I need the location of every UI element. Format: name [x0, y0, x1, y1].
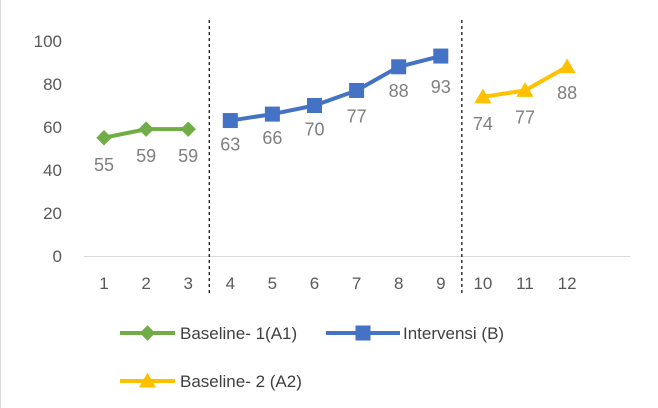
- data-label: 74: [473, 114, 493, 134]
- triangle-marker: [474, 88, 492, 104]
- legend: Baseline- 1(A1) Intervensi (B) Baseline- 2…: [120, 324, 504, 391]
- data-label: 77: [347, 106, 367, 126]
- x-tick-label: 9: [436, 274, 445, 293]
- data-label: 66: [262, 128, 282, 148]
- legend-entry-0: Baseline- 1(A1): [120, 324, 297, 343]
- legend-entry-2: Baseline- 2 (A2): [120, 372, 302, 391]
- diamond-marker: [180, 121, 196, 137]
- x-tick-label: 12: [558, 274, 577, 293]
- x-tick-label: 6: [310, 274, 319, 293]
- data-label: 59: [136, 146, 156, 166]
- square-marker: [307, 98, 322, 113]
- x-tick-label: 10: [473, 274, 492, 293]
- square-marker: [355, 325, 371, 341]
- square-marker: [264, 106, 280, 122]
- legend-label: Baseline- 2 (A2): [180, 372, 302, 391]
- phase-dividers: [208, 20, 463, 295]
- data-label: 77: [515, 107, 535, 127]
- triangle-marker: [138, 372, 157, 388]
- legend-label: Baseline- 1(A1): [180, 324, 297, 343]
- x-tick-label: 8: [394, 274, 403, 293]
- data-label: 55: [94, 155, 114, 175]
- x-tick-label: 4: [226, 274, 235, 293]
- series-2: 74 77 88: [473, 58, 577, 134]
- y-tick-label: 0: [53, 247, 62, 266]
- x-tick-label: 7: [352, 274, 361, 293]
- square-marker: [222, 113, 238, 129]
- series-line: [228, 54, 443, 123]
- legend-label: Intervensi (B): [403, 324, 504, 343]
- x-tick-label: 1: [99, 274, 108, 293]
- x-tick-label: 2: [141, 274, 150, 293]
- data-label: 88: [389, 81, 409, 101]
- triangle-marker: [516, 82, 534, 97]
- x-tick-label: 5: [268, 274, 277, 293]
- triangle-marker: [558, 58, 576, 74]
- series-0: 55 59 59: [94, 121, 198, 175]
- legend-entry-1: Intervensi (B): [326, 324, 504, 343]
- x-tick-label: 3: [183, 274, 192, 293]
- diamond-marker: [139, 325, 156, 341]
- diamond-marker: [138, 121, 154, 137]
- data-label: 63: [220, 135, 240, 155]
- data-label: 88: [557, 83, 577, 103]
- y-tick-label: 60: [43, 118, 62, 137]
- square-marker: [433, 48, 449, 64]
- square-marker: [391, 59, 407, 75]
- series-1: 63 66 70 77 88 93: [220, 48, 451, 155]
- data-label: 93: [431, 77, 451, 97]
- y-tick-label: 80: [43, 75, 62, 94]
- data-label: 59: [178, 146, 198, 166]
- x-tick-label: 11: [516, 274, 534, 293]
- diamond-marker: [96, 130, 112, 146]
- y-tick-label: 40: [43, 161, 62, 180]
- y-tick-label: 100: [34, 32, 62, 51]
- square-marker: [349, 82, 365, 98]
- data-label: 70: [304, 120, 324, 140]
- y-tick-label: 20: [43, 204, 62, 223]
- series-layer: 55 59 59 63 66 70 77 88 93 74 77 88: [94, 48, 577, 175]
